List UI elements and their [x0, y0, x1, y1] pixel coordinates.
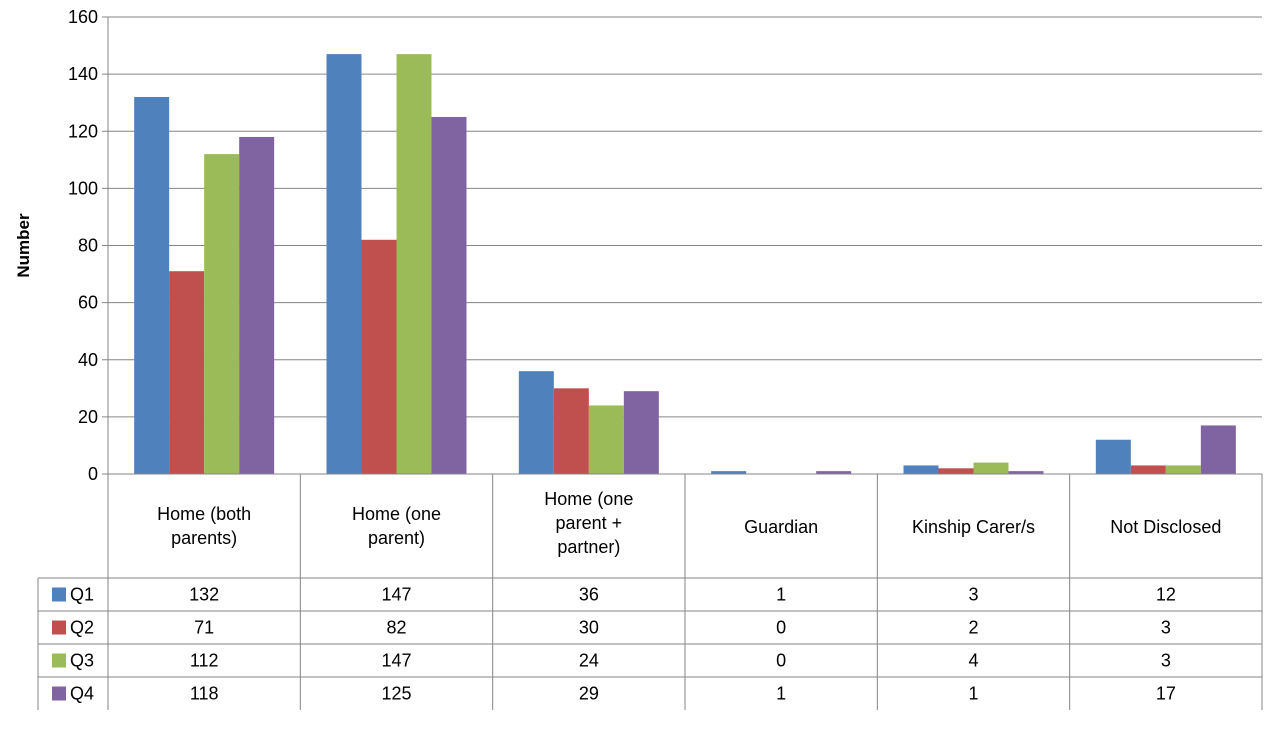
bar-q1-1 [326, 54, 362, 474]
table-cell: 3 [1161, 618, 1171, 638]
category-label: parent) [368, 528, 425, 548]
y-tick-label: 100 [68, 178, 98, 198]
category-label: Not Disclosed [1110, 517, 1221, 537]
bar-q4-0 [239, 136, 275, 474]
category-label: partner) [557, 537, 620, 557]
bar-q3-1 [396, 54, 432, 474]
table-cell: 4 [968, 651, 978, 671]
bar-q2-0 [169, 271, 205, 474]
bar-q4-2 [623, 391, 659, 474]
bar-q4-4 [1008, 471, 1044, 474]
bar-q2-1 [361, 239, 397, 474]
category-label: Home (both [157, 504, 251, 524]
bar-q3-4 [973, 462, 1009, 474]
table-cell: 132 [189, 585, 219, 605]
table-cell: 36 [579, 585, 599, 605]
bar-q4-5 [1200, 425, 1236, 474]
table-cell: 29 [579, 684, 599, 704]
table-cell: 3 [1161, 651, 1171, 671]
table-cell: 2 [968, 618, 978, 638]
table-cell: 1 [776, 684, 786, 704]
bar-q1-4 [903, 465, 939, 474]
y-tick-label: 20 [78, 407, 98, 427]
table-cell: 17 [1156, 684, 1176, 704]
bar-q2-5 [1130, 465, 1166, 474]
table-cell: 0 [776, 618, 786, 638]
table-cell: 112 [190, 651, 219, 671]
bar-q4-3 [816, 471, 852, 474]
bar-q4-1 [431, 116, 467, 474]
y-tick-label: 140 [68, 64, 98, 84]
y-tick-label: 0 [88, 464, 98, 484]
y-axis-label: Number [14, 213, 33, 278]
bar-q3-0 [204, 154, 240, 474]
table-cell: 118 [190, 684, 219, 704]
bar-q2-4 [938, 468, 974, 474]
category-label: Kinship Carer/s [912, 517, 1035, 537]
table-cell: 30 [579, 618, 599, 638]
category-label: Home (one [352, 504, 441, 524]
table-cell: 82 [386, 618, 406, 638]
legend-label: Q2 [70, 618, 94, 638]
y-tick-label: 40 [78, 350, 98, 370]
y-tick-label: 60 [78, 293, 98, 313]
legend-key-q2 [52, 620, 66, 635]
bar-q3-5 [1165, 465, 1201, 474]
bar-q1-5 [1095, 439, 1131, 474]
table-cell: 0 [776, 651, 786, 671]
bar-q2-2 [553, 388, 589, 474]
legend-key-q4 [52, 686, 66, 701]
table-cell: 1 [968, 684, 978, 704]
legend-label: Q3 [70, 651, 94, 671]
table-cell: 125 [381, 684, 411, 704]
y-tick-label: 120 [68, 121, 98, 141]
category-label: Guardian [744, 517, 818, 537]
bar-q1-3 [711, 471, 747, 474]
table-cell: 24 [579, 651, 599, 671]
table-cell: 12 [1156, 585, 1176, 605]
table-cell: 1 [776, 585, 786, 605]
table-cell: 3 [968, 585, 978, 605]
category-label: parent + [556, 513, 623, 533]
y-tick-label: 80 [78, 236, 98, 256]
category-label: Home (one [544, 489, 633, 509]
table-cell: 71 [194, 618, 214, 638]
legend-label: Q1 [70, 585, 94, 605]
table-cell: 147 [381, 585, 411, 605]
legend-key-q1 [52, 587, 66, 602]
bar-q1-0 [134, 96, 170, 474]
table-cell: 147 [381, 651, 411, 671]
bar-q1-2 [518, 371, 554, 474]
y-tick-label: 160 [68, 7, 98, 27]
legend-key-q3 [52, 653, 66, 668]
legend-label: Q4 [70, 684, 94, 704]
category-label: parents) [171, 528, 237, 548]
bar-q3-2 [588, 405, 624, 474]
